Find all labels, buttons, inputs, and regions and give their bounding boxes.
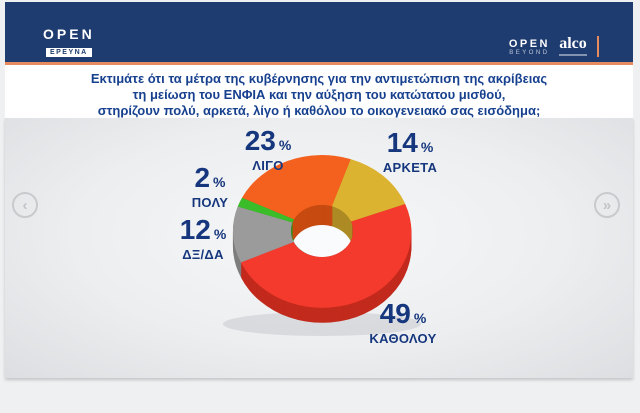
open-beyond-logo: OPEN BEYOND bbox=[509, 39, 550, 57]
chevron-left-icon: ‹ bbox=[22, 196, 28, 214]
katholoy-name: ΚΑΘΟΛΟΥ bbox=[369, 331, 437, 346]
beyond-subtitle: BEYOND bbox=[509, 50, 550, 56]
percent-sign: % bbox=[413, 310, 427, 326]
percent-sign: % bbox=[420, 139, 434, 155]
next-slide-button[interactable]: » bbox=[594, 192, 620, 218]
open-beyond-wordmark: OPEN bbox=[508, 38, 550, 50]
header-right-logos: OPEN BEYOND alco bbox=[509, 36, 599, 57]
slice-label-dxda: 12% ΔΞ/ΔΑ bbox=[179, 214, 227, 263]
poll-question: Εκτιμάτε ότι τα μέτρα της κυβέρνησης για… bbox=[5, 65, 633, 118]
percent-sign: % bbox=[213, 174, 226, 190]
slice-label-katholoy: 49% ΚΑΘΟΛΟΥ bbox=[369, 298, 437, 347]
chart-panel: 23% ΛΙΓΟ 14% ΑΡΚΕΤΑ 49% ΚΑΘΟΛΟΥ 12% ΔΞ/Δ… bbox=[5, 118, 633, 378]
header-bar: OPEN ΕΡΕΥΝΑ OPEN BEYOND alco bbox=[5, 2, 633, 62]
slice-label-arketa: 14% ΑΡΚΕΤΑ bbox=[382, 127, 438, 176]
poly-name: ΠΟΛΥ bbox=[191, 195, 229, 210]
ligo-name: ΛΙΓΟ bbox=[252, 158, 284, 173]
dxda-name: ΔΞ/ΔΑ bbox=[182, 247, 224, 262]
donut-chart bbox=[223, 155, 421, 336]
open-channel-logo: OPEN bbox=[43, 26, 95, 42]
alco-tagline bbox=[559, 54, 587, 56]
arketa-name: ΑΡΚΕΤΑ bbox=[382, 160, 438, 175]
ligo-value: 23 bbox=[244, 125, 276, 156]
poly-value: 2 bbox=[194, 162, 211, 193]
chevron-right-icon: » bbox=[602, 196, 612, 214]
header-divider bbox=[5, 62, 633, 65]
question-line-1: Εκτιμάτε ότι τα μέτρα της κυβέρνησης για… bbox=[90, 71, 548, 86]
prev-slide-button[interactable]: ‹ bbox=[12, 192, 38, 218]
poll-slide: OPEN ΕΡΕΥΝΑ OPEN BEYOND alco Εκτιμάτε ότ… bbox=[5, 2, 633, 378]
alco-logo: alco bbox=[559, 36, 587, 57]
katholoy-value: 49 bbox=[379, 298, 411, 329]
slice-label-ligo: 23% ΛΙΓΟ bbox=[244, 125, 292, 174]
dxda-value: 12 bbox=[179, 214, 211, 245]
question-line-2: τη μείωση του ΕΝΦΙΑ και την αύξηση του κ… bbox=[132, 87, 506, 102]
open-ereyna-logo: OPEN ΕΡΕΥΝΑ bbox=[43, 27, 95, 59]
slice-label-poly: 2% ΠΟΛΥ bbox=[191, 162, 229, 211]
question-line-3: στηρίζουν πολύ, αρκετά, λίγο ή καθόλου τ… bbox=[97, 103, 541, 118]
arketa-value: 14 bbox=[386, 127, 418, 158]
alco-divider-bar bbox=[597, 36, 599, 57]
percent-sign: % bbox=[213, 226, 227, 242]
percent-sign: % bbox=[278, 137, 292, 153]
ereyna-badge: ΕΡΕΥΝΑ bbox=[45, 48, 92, 57]
